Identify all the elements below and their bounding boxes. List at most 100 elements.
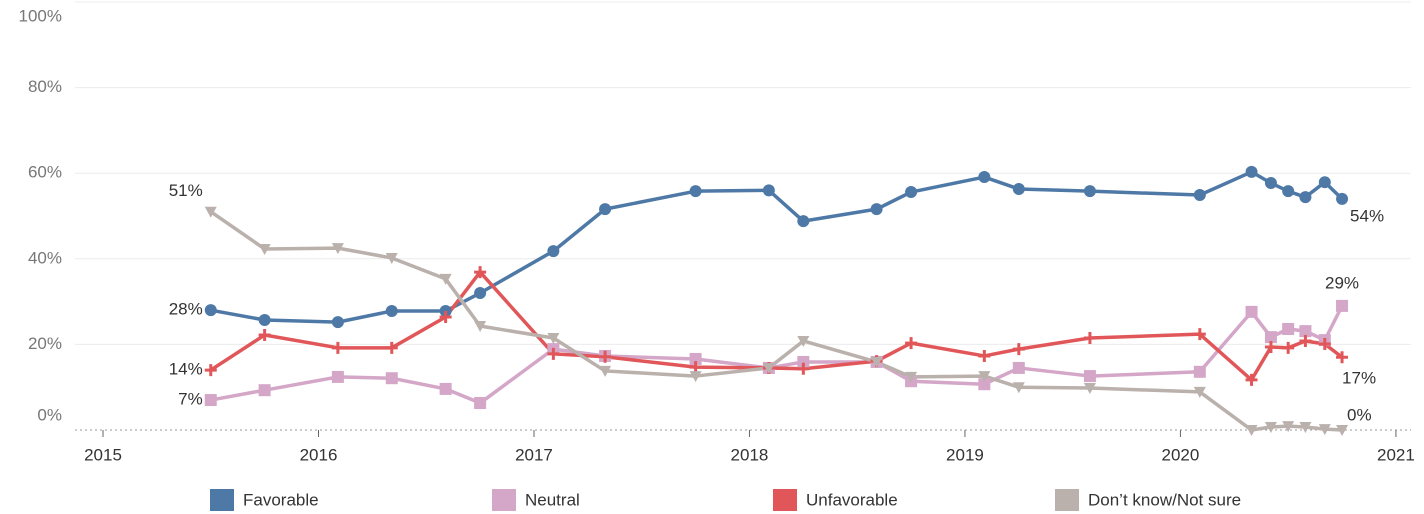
marker: [1245, 373, 1258, 386]
data-label: 29%: [1325, 273, 1359, 292]
marker: [978, 378, 991, 391]
marker: [385, 252, 398, 264]
x-tick-label: 2015: [84, 445, 122, 464]
legend-label: Favorable: [243, 490, 319, 509]
marker: [1012, 183, 1025, 196]
marker: [1012, 382, 1025, 394]
marker: [1264, 331, 1277, 344]
marker: [204, 304, 217, 317]
data-label: 7%: [178, 390, 203, 409]
marker: [978, 371, 991, 383]
marker: [258, 314, 271, 327]
marker: [258, 243, 271, 255]
data-label: 17%: [1342, 369, 1376, 388]
marker: [870, 356, 883, 368]
marker: [204, 394, 217, 407]
marker: [1299, 422, 1312, 434]
y-tick-label: 100%: [19, 6, 62, 25]
marker: [1264, 340, 1277, 353]
marker: [547, 245, 560, 258]
marker: [385, 341, 398, 354]
legend-label: Neutral: [525, 490, 580, 509]
data-label: 51%: [169, 181, 203, 200]
marker: [258, 384, 271, 397]
marker: [1282, 341, 1295, 354]
legend-label: Don’t know/Not sure: [1088, 490, 1241, 509]
marker: [1336, 351, 1349, 364]
series-line: [209, 210, 1343, 432]
marker: [762, 362, 775, 374]
marker: [474, 397, 487, 410]
marker: [1264, 422, 1277, 434]
marker: [1245, 305, 1258, 318]
marker: [1336, 299, 1349, 312]
marker: [905, 186, 918, 199]
marker: [1336, 425, 1349, 436]
marker: [204, 206, 217, 218]
marker: [689, 371, 702, 383]
series-line: [210, 305, 1344, 405]
marker: [1193, 386, 1206, 398]
marker: [1193, 328, 1206, 341]
marker: [599, 350, 612, 363]
x-tick-label: 2019: [946, 445, 984, 464]
marker: [1282, 185, 1295, 198]
marker: [439, 273, 452, 285]
y-tick-label: 0%: [37, 405, 62, 424]
y-tick-label: 80%: [28, 77, 62, 96]
marker: [474, 266, 487, 279]
marker: [1299, 191, 1312, 204]
y-tick-label: 20%: [28, 334, 62, 353]
marker: [258, 328, 271, 341]
x-tick-label: 2016: [300, 445, 338, 464]
marker: [1318, 424, 1331, 436]
y-tick-label: 60%: [28, 163, 62, 182]
marker: [797, 362, 810, 375]
marker: [331, 370, 344, 383]
legend-item: Don’t know/Not sure: [1055, 489, 1241, 511]
marker: [385, 305, 398, 318]
x-tick-label: 2017: [515, 445, 553, 464]
marker: [978, 349, 991, 362]
marker: [689, 185, 702, 198]
y-tick-label: 40%: [28, 248, 62, 267]
marker: [1193, 365, 1206, 378]
marker: [1245, 165, 1258, 178]
legend-item: Neutral: [492, 489, 580, 511]
marker: [797, 355, 810, 368]
marker: [1083, 331, 1096, 344]
marker: [905, 371, 918, 383]
marker: [1299, 334, 1312, 347]
marker: [870, 203, 883, 216]
marker: [905, 337, 918, 350]
legend-label: Unfavorable: [806, 490, 898, 509]
marker: [1083, 383, 1096, 395]
marker: [1012, 361, 1025, 374]
data-label: 0%: [1347, 405, 1372, 424]
x-tick-label: 2020: [1162, 445, 1200, 464]
marker: [1318, 337, 1331, 350]
marker: [689, 352, 702, 365]
marker: [1282, 421, 1295, 433]
marker: [599, 203, 612, 216]
marker: [762, 184, 775, 197]
marker: [1299, 325, 1312, 338]
marker: [331, 243, 344, 255]
marker: [1264, 177, 1277, 190]
legend-item: Unfavorable: [773, 489, 898, 511]
legend-swatch: [773, 489, 797, 511]
marker: [1282, 322, 1295, 335]
legend-item: Favorable: [210, 489, 319, 511]
marker: [474, 287, 487, 300]
marker: [547, 332, 560, 344]
marker: [385, 372, 398, 385]
marker: [331, 341, 344, 354]
marker: [1245, 425, 1258, 436]
marker: [1193, 189, 1206, 202]
marker: [331, 316, 344, 329]
marker: [1083, 370, 1096, 383]
data-label: 14%: [169, 360, 203, 379]
marker: [547, 347, 560, 360]
series-line: [210, 170, 1344, 324]
